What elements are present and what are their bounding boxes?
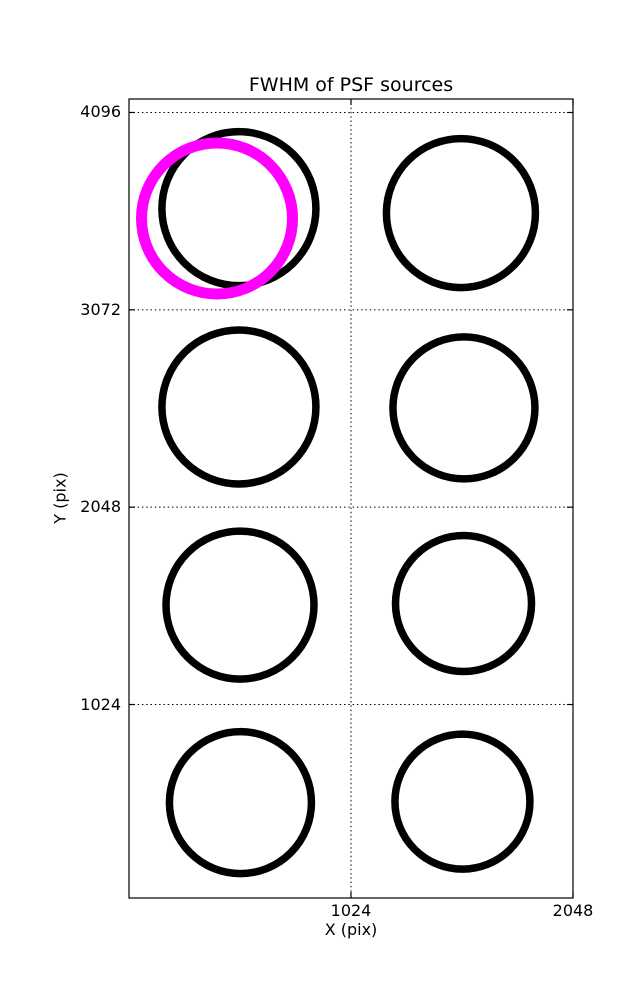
psf-circle <box>382 134 540 292</box>
psf-circle <box>391 730 534 873</box>
y-tick-label: 3072 <box>80 299 121 319</box>
chart-title: FWHM of PSF sources <box>248 74 454 96</box>
x-axis-label: X (pix) <box>324 920 378 939</box>
plot-frame <box>128 98 574 899</box>
highlight-circle <box>136 137 299 300</box>
x-tick-label: 2048 <box>552 901 594 920</box>
y-axis-label: Y (pix) <box>50 472 70 524</box>
psf-circle <box>165 727 316 878</box>
y-tick-label: 1024 <box>80 694 121 714</box>
y-tick-label: 4096 <box>80 102 121 122</box>
psf-circle <box>391 531 536 676</box>
x-tick-label: 1024 <box>330 901 372 920</box>
psf-circle <box>162 527 318 683</box>
y-tick-label: 2048 <box>80 497 121 517</box>
psf-circle <box>158 326 320 488</box>
psf-circle <box>389 333 539 483</box>
